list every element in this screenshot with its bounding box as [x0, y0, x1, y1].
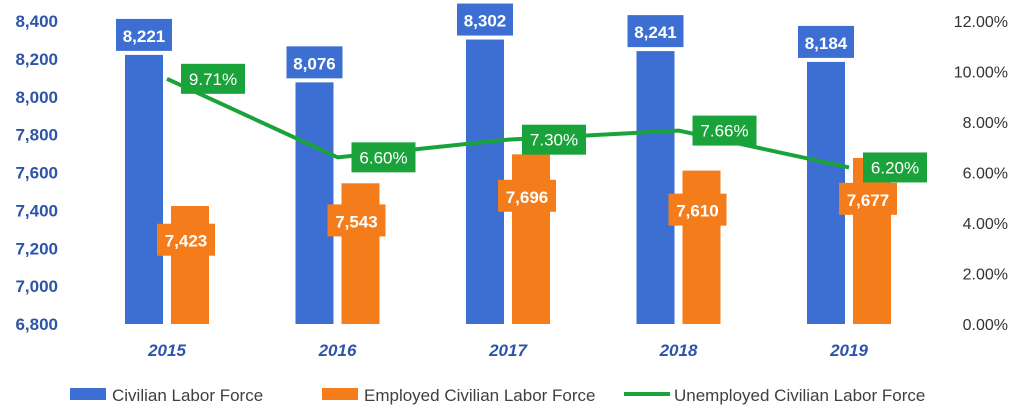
y-tick-left: 7,200 [15, 239, 58, 258]
x-tick-label: 2019 [829, 341, 868, 360]
unemployed-data-label: 7.66% [700, 122, 748, 141]
y-tick-right: 4.00% [963, 216, 1008, 233]
civilian-bar [807, 61, 845, 324]
employed-data-label: 7,610 [676, 202, 719, 221]
employed-data-label: 7,423 [165, 232, 208, 251]
unemployed-data-label-box [522, 124, 586, 155]
unemployed-data-label: 6.20% [871, 158, 919, 177]
y-tick-right: 0.00% [963, 317, 1008, 334]
employed-data-label-box [839, 182, 897, 215]
employed-data-label-box [327, 204, 386, 237]
civilian-data-label-box [798, 25, 854, 58]
legend-employed-label: Employed Civilian Labor Force [364, 386, 596, 405]
unemployed-data-label: 7.30% [530, 131, 578, 150]
employed-bar [853, 157, 891, 324]
y-tick-right: 12.00% [954, 14, 1008, 31]
civilian-bar [295, 82, 334, 324]
y-tick-left: 6,800 [15, 315, 58, 334]
employed-data-label-box [668, 193, 727, 226]
unemployed-data-label-box [351, 142, 416, 173]
y-tick-right: 8.00% [963, 115, 1008, 132]
unemployed-data-label-box [863, 152, 927, 183]
employed-data-label: 7,696 [506, 188, 549, 207]
legend-civilian-label: Civilian Labor Force [112, 386, 263, 405]
y-tick-right: 6.00% [963, 166, 1008, 183]
civilian-data-label: 8,076 [293, 54, 336, 73]
x-tick-label: 2015 [147, 341, 186, 360]
civilian-data-label-box [116, 18, 172, 51]
x-tick-label: 2017 [488, 341, 528, 360]
civilian-bar [125, 54, 163, 324]
y-tick-right: 10.00% [954, 65, 1008, 82]
civilian-data-label-box [457, 3, 513, 36]
unemployed-data-label: 6.60% [359, 148, 407, 167]
civilian-data-label-box [286, 46, 343, 79]
y-tick-left: 8,200 [15, 50, 58, 69]
employed-data-label: 7,677 [847, 191, 890, 210]
legend-civilian-swatch [70, 388, 106, 400]
civilian-data-label: 8,302 [464, 12, 507, 31]
civilian-bar [636, 51, 675, 324]
y-tick-right: 2.00% [963, 267, 1008, 284]
legend-employed-swatch [322, 388, 358, 400]
employed-data-label-box [498, 179, 556, 212]
civilian-data-label: 8,221 [123, 27, 166, 46]
unemployed-data-label-box [181, 63, 245, 94]
unemployed-data-label: 9.71% [189, 70, 237, 89]
civilian-data-label-box [627, 15, 684, 48]
y-tick-left: 7,000 [15, 277, 58, 296]
civilian-data-label: 8,184 [805, 34, 848, 53]
legend-unemployed-label: Unemployed Civilian Labor Force [674, 386, 925, 405]
y-tick-left: 7,400 [15, 201, 58, 220]
unemployed-data-label-box [692, 115, 757, 146]
x-tick-label: 2018 [659, 341, 698, 360]
y-tick-left: 7,600 [15, 164, 58, 183]
y-tick-left: 7,800 [15, 126, 58, 145]
employed-data-label-box [157, 223, 215, 256]
y-tick-left: 8,400 [15, 12, 58, 31]
y-tick-left: 8,000 [15, 88, 58, 107]
x-tick-label: 2016 [318, 341, 357, 360]
civilian-data-label: 8,241 [634, 23, 677, 42]
employed-data-label: 7,543 [335, 212, 378, 231]
civilian-bar [466, 39, 504, 325]
